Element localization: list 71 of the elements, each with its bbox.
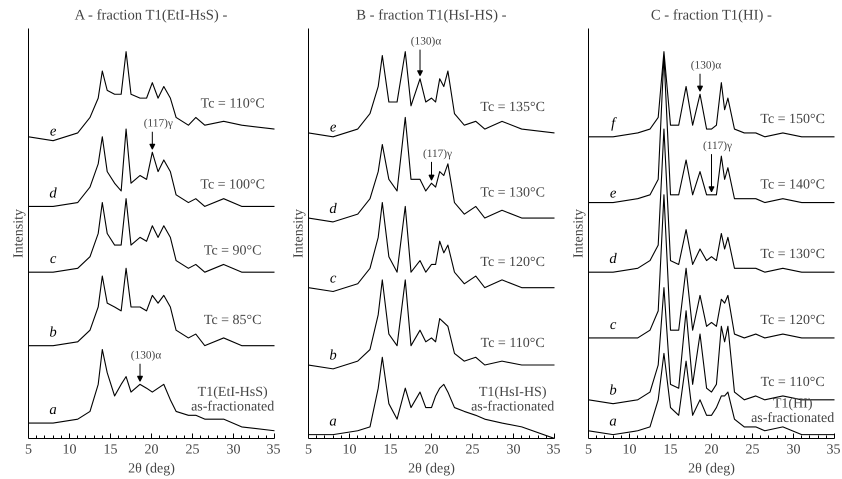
annotation: T1(HI) [772, 396, 813, 412]
series-label: b [609, 382, 617, 399]
x-tick-label: 5 [305, 442, 312, 458]
series-label: c [330, 270, 337, 286]
annotation: Tc = 110°C [200, 96, 265, 112]
x-tick-label: 15 [384, 442, 398, 458]
annotation: (117)γ [702, 140, 732, 152]
series-label: d [609, 251, 618, 268]
y-axis-title: Intensity [292, 208, 306, 258]
annotation: T1(EtI-HsS) [198, 384, 268, 400]
x-tick-label: 35 [826, 442, 840, 458]
series-label: b [49, 324, 57, 341]
annotation: (130)α [410, 36, 442, 48]
series-label: e [610, 185, 617, 202]
annotation: Tc = 120°C [760, 312, 825, 328]
series-label: e [50, 124, 57, 140]
x-tick-label: 10 [342, 442, 356, 458]
x-tick-label: 20 [704, 442, 718, 458]
series-label: b [329, 348, 337, 364]
x-tick-label: 15 [664, 442, 678, 458]
x-tick-label: 5 [585, 442, 592, 458]
x-tick-label: 35 [546, 442, 560, 458]
x-tick-label: 35 [266, 442, 280, 458]
x-tick-label: 30 [226, 442, 240, 458]
annotation: Tc = 150°C [760, 112, 825, 127]
x-tick-label: 5 [25, 442, 32, 458]
series-label: c [50, 251, 57, 268]
x-tick-label: 20 [424, 442, 438, 458]
annotation: Tc = 130°C [760, 247, 825, 262]
series-label: a [49, 402, 57, 418]
y-axis-title: Intensity [12, 208, 26, 258]
x-tick-label: 15 [104, 442, 118, 458]
annotation: Tc = 100°C [200, 178, 265, 193]
x-tick-label: 30 [786, 442, 800, 458]
annotation: as-fractionated [191, 399, 274, 414]
annotation: Tc = 140°C [760, 178, 825, 193]
annotation: T1(HsI-HS) [478, 384, 547, 400]
series-label: a [329, 413, 337, 430]
annotation: (117)γ [422, 148, 452, 160]
y-axis-title: Intensity [572, 208, 586, 258]
series-label: c [610, 316, 617, 333]
annotation: Tc = 110°C [480, 336, 545, 352]
annotation: Tc = 135°C [480, 100, 545, 116]
annotation: as-fractionated [751, 410, 834, 426]
annotation: (117)γ [144, 118, 173, 130]
chart-title: B - fraction T1(HsI-HS) - [356, 8, 507, 24]
series-label: f [611, 116, 618, 132]
annotation: Tc = 130°C [480, 185, 545, 200]
x-tick-label: 30 [506, 442, 520, 458]
x-tick-label: 25 [746, 442, 760, 458]
chart-title: A - fraction T1(EtI-HsS) - [74, 8, 228, 24]
series-label: d [49, 185, 58, 202]
annotation: (130)α [690, 60, 722, 72]
series-label: d [329, 200, 338, 217]
annotation: as-fractionated [471, 399, 554, 414]
x-axis-title: 2θ (deg) [688, 462, 736, 476]
x-tick-label: 20 [144, 442, 158, 458]
x-tick-label: 25 [466, 442, 480, 458]
series-label: a [609, 413, 617, 430]
annotation: Tc = 110°C [760, 374, 825, 390]
x-tick-label: 10 [62, 442, 76, 458]
x-tick-label: 25 [186, 442, 200, 458]
annotation: (130)α [130, 350, 162, 362]
annotation: Tc = 90°C [204, 243, 262, 258]
series-label: e [330, 120, 337, 136]
chart-title: C - fraction T1(HI) - [650, 8, 772, 24]
annotation: Tc = 85°C [204, 312, 262, 328]
x-tick-label: 10 [622, 442, 636, 458]
x-axis-title: 2θ (deg) [128, 462, 176, 476]
x-axis-title: 2θ (deg) [408, 462, 456, 476]
annotation: Tc = 120°C [480, 254, 545, 270]
